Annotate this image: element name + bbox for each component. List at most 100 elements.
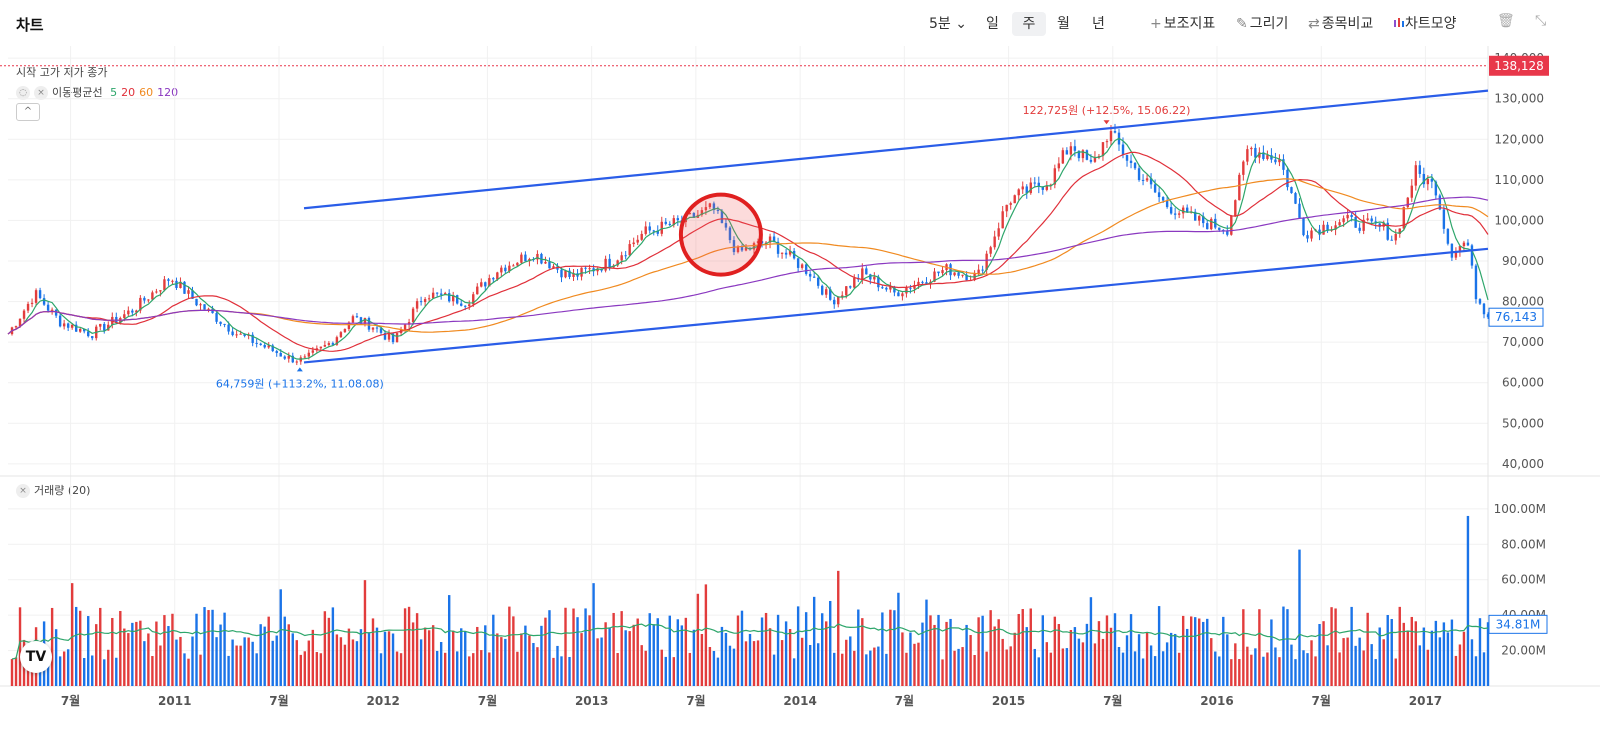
- candle: [468, 304, 471, 307]
- volume-bar: [1382, 639, 1385, 686]
- candle: [447, 293, 451, 302]
- volume-bar: [1017, 613, 1020, 686]
- candle: [327, 343, 331, 345]
- indicator-button[interactable]: + 보조지표: [1150, 16, 1216, 32]
- candle: [1266, 155, 1269, 159]
- candle: [869, 274, 872, 280]
- volume-bar: [99, 607, 102, 686]
- volume-bar: [592, 583, 595, 686]
- candle: [712, 203, 716, 211]
- eye-hide-icon[interactable]: ◌: [16, 86, 30, 100]
- collapse-legend-button[interactable]: ^: [16, 103, 40, 121]
- candle: [1093, 157, 1097, 162]
- candle: [644, 226, 647, 234]
- candle: [716, 210, 720, 212]
- volume-bar: [945, 621, 948, 686]
- volume-bar: [335, 634, 339, 686]
- candle: [1157, 192, 1161, 198]
- volume-bar: [1434, 620, 1438, 686]
- candle: [83, 329, 86, 332]
- volume-bar: [303, 651, 307, 686]
- candle: [99, 323, 102, 327]
- candle: [1165, 200, 1169, 208]
- compare-button[interactable]: ⇄ 종목비교: [1308, 16, 1374, 32]
- volume-bar: [756, 640, 760, 686]
- period-tab-day[interactable]: 일: [986, 16, 999, 32]
- candle: [1125, 154, 1129, 161]
- volume-bar: [1482, 652, 1486, 686]
- candle: [1085, 150, 1089, 160]
- volume-bar: [1402, 622, 1405, 686]
- volume-bar: [981, 615, 984, 686]
- candle: [977, 269, 980, 274]
- volume-bar: [772, 654, 776, 686]
- candle: [171, 280, 174, 282]
- candle: [70, 324, 74, 328]
- trash-icon[interactable]: 🗑: [1497, 13, 1515, 29]
- volume-bar: [969, 635, 972, 686]
- volume-legend-label: 거래량 (20): [34, 484, 91, 497]
- close-icon[interactable]: ×: [34, 86, 48, 100]
- price-tick-label: 90,000: [1502, 254, 1544, 268]
- volume-bar: [1274, 647, 1277, 686]
- chart-style-button[interactable]: 차트모양: [1393, 12, 1457, 36]
- candle: [492, 278, 495, 280]
- volume-bar: [1109, 627, 1113, 686]
- volume-bar: [885, 653, 888, 686]
- volume-bar: [119, 610, 122, 686]
- volume-bar: [985, 651, 988, 686]
- volume-bar: [163, 615, 166, 686]
- volume-bar: [1262, 656, 1265, 686]
- close-icon[interactable]: ×: [16, 484, 30, 498]
- volume-bar: [1218, 656, 1221, 686]
- candle: [58, 315, 62, 327]
- volume-bar: [508, 606, 511, 686]
- volume-bar: [520, 633, 523, 686]
- highlight-circle: [678, 192, 763, 277]
- volume-bar: [1045, 642, 1049, 686]
- volume-bar: [175, 639, 178, 686]
- candle: [1238, 174, 1241, 201]
- period-tab-year[interactable]: 년: [1092, 16, 1105, 32]
- volume-bar: [496, 633, 499, 686]
- draw-button[interactable]: ✎ 그리기: [1236, 16, 1289, 32]
- volume-bar: [724, 633, 728, 686]
- period-tab-month[interactable]: 월: [1057, 16, 1070, 32]
- volume-bar: [1145, 632, 1149, 686]
- volume-tick-label: 80.00M: [1501, 537, 1546, 551]
- candle: [103, 323, 106, 331]
- candle: [744, 247, 748, 251]
- candle: [1470, 245, 1474, 266]
- volume-bar: [1334, 608, 1337, 686]
- volume-bar: [227, 655, 230, 686]
- volume-bar: [18, 607, 22, 686]
- candle: [893, 286, 896, 293]
- price-tick-label: 100,000: [1494, 213, 1544, 227]
- candle: [1438, 195, 1442, 210]
- candle: [1129, 160, 1133, 163]
- volume-bar: [1450, 619, 1454, 686]
- candle: [620, 255, 623, 261]
- candle: [34, 290, 38, 303]
- volume-bar: [1222, 616, 1225, 686]
- candle: [1386, 222, 1389, 240]
- candle: [1250, 147, 1253, 150]
- volume-bar: [383, 631, 387, 686]
- candle: [291, 355, 294, 363]
- candle: [917, 281, 920, 286]
- candle: [580, 267, 583, 277]
- candle: [512, 265, 515, 267]
- volume-bar: [1173, 633, 1177, 686]
- candle: [46, 304, 50, 311]
- period-tab-week[interactable]: 주: [1012, 12, 1046, 36]
- candle: [18, 318, 22, 327]
- volume-bar: [568, 656, 571, 686]
- volume-bar: [676, 619, 680, 686]
- volume-bar: [624, 630, 627, 686]
- volume-bar: [877, 646, 880, 686]
- collapse-icon[interactable]: ⤡: [1535, 13, 1547, 29]
- volume-bar: [159, 645, 162, 686]
- candle: [572, 273, 575, 277]
- interval-select[interactable]: 5분 ⌄: [929, 12, 967, 36]
